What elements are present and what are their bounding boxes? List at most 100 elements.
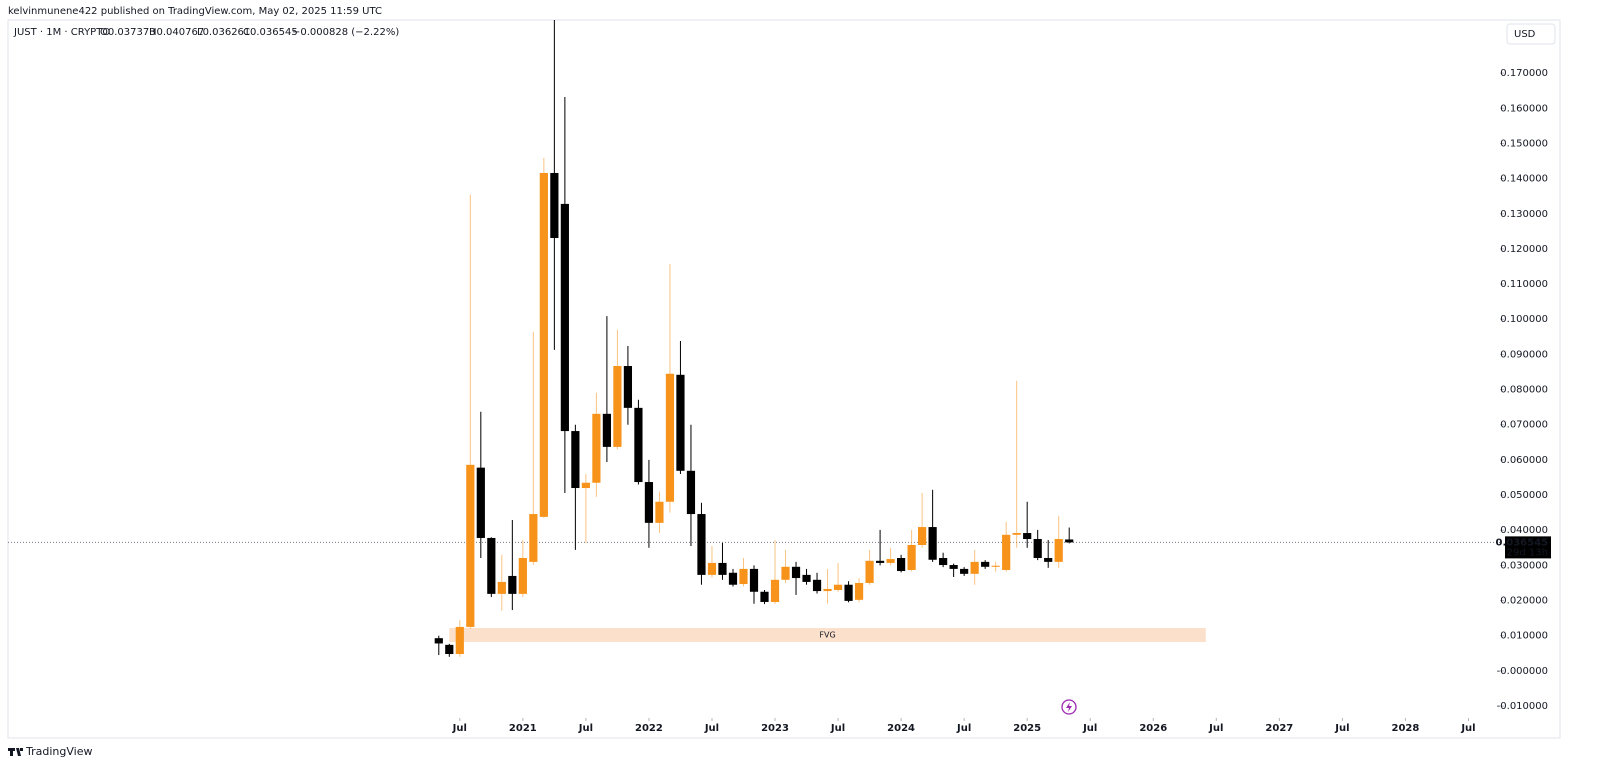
currency-button[interactable]: [1506, 23, 1556, 45]
candle-body: [1002, 534, 1011, 570]
candle-body: [854, 582, 864, 600]
candle-body: [760, 591, 769, 602]
x-tick-label: 2028: [1392, 723, 1420, 734]
candle-body: [749, 568, 759, 592]
candle-body: [781, 566, 790, 580]
candle-body: [865, 560, 874, 583]
x-tick-label: 2021: [509, 723, 537, 734]
x-tick-label: Jul: [704, 723, 719, 734]
candle-body: [434, 638, 443, 644]
y-tick-label: 0.050000: [1500, 490, 1548, 501]
x-tick-label: 2023: [761, 723, 789, 734]
candle-body: [960, 568, 969, 574]
symbol: JUST · 1M · CRYPTO: [13, 27, 110, 38]
candle-body: [476, 467, 485, 538]
candle-body: [875, 560, 885, 563]
x-tick-label: Jul: [956, 723, 971, 734]
candle-body: [907, 544, 916, 570]
candle-body: [613, 366, 622, 447]
x-tick-label: 2026: [1139, 723, 1167, 734]
candle-body: [844, 584, 853, 601]
candle-body: [886, 559, 895, 563]
candle-body: [581, 482, 590, 489]
y-tick-label: 0.110000: [1500, 279, 1548, 290]
y-tick-label: 0.020000: [1500, 596, 1548, 607]
candle-body: [518, 558, 527, 594]
x-tick-label: 2027: [1265, 723, 1293, 734]
candle-body: [466, 464, 475, 627]
legend: JUST · 1M · CRYPTO O0.037373 H0.040767 L…: [13, 27, 399, 38]
brand-name: TradingView: [25, 745, 92, 758]
candle-body: [560, 203, 569, 432]
y-tick-label: 0.010000: [1500, 631, 1548, 642]
candle-body: [550, 172, 559, 239]
y-tick-label: 0.130000: [1500, 209, 1548, 220]
y-tick-label: 0.120000: [1500, 244, 1548, 255]
candle-body: [718, 562, 727, 575]
candle-body: [918, 527, 927, 545]
candle-body: [791, 566, 801, 579]
y-tick-label: 0.030000: [1500, 560, 1548, 571]
ohlc-high: H0.040767: [149, 27, 204, 38]
price-badge-label: 0.036545: [1495, 537, 1548, 548]
ohlc-low: L0.036261: [197, 27, 250, 38]
price-badge: [1505, 536, 1551, 559]
candle-body: [665, 373, 675, 502]
y-tick-label: 0.060000: [1500, 455, 1548, 466]
y-tick-label: 0.080000: [1500, 385, 1548, 396]
currency: USD: [1514, 29, 1536, 40]
candle-body: [686, 470, 696, 515]
x-tick-label: Jul: [1082, 723, 1097, 734]
x-tick-label: Jul: [452, 723, 467, 734]
candle-body: [949, 565, 958, 569]
brand: TradingView: [8, 745, 92, 758]
y-tick-label: -0.010000: [1497, 701, 1548, 712]
candle-body: [487, 537, 496, 594]
candle-body: [445, 644, 454, 655]
candle-body: [833, 584, 843, 591]
candle-body: [592, 413, 601, 483]
y-tick-label: 0.170000: [1500, 68, 1548, 79]
candle-body: [812, 579, 822, 592]
candle-body: [634, 407, 643, 483]
candle-body: [939, 558, 948, 566]
x-tick-label: 2022: [635, 723, 663, 734]
price-countdown: 29d 13h: [1507, 547, 1548, 558]
candle-body: [739, 568, 748, 585]
candle-body: [697, 514, 706, 575]
ohlc-open: O0.037373: [100, 27, 156, 38]
x-tick-label: Jul: [1334, 723, 1349, 734]
candle-body: [1012, 533, 1021, 535]
candle-body: [897, 558, 906, 572]
change: −0.000828 (−2.22%): [292, 27, 399, 38]
candle-body: [928, 527, 937, 560]
candle-body: [676, 374, 685, 471]
ohlc-close: C0.036545: [243, 27, 298, 38]
publisher-line: kelvinmunene422 published on TradingView…: [8, 6, 382, 17]
y-tick-label: 0.150000: [1500, 138, 1548, 149]
candle-body: [455, 626, 464, 655]
y-tick-label: 0.100000: [1500, 314, 1548, 325]
candle-body: [539, 172, 548, 517]
y-tick-label: -0.000000: [1497, 666, 1548, 677]
y-tick-label: 0.140000: [1500, 174, 1548, 185]
y-tick-label: 0.070000: [1500, 420, 1548, 431]
fvg-zone: [449, 627, 1206, 643]
candle-body: [823, 588, 832, 592]
x-tick-label: Jul: [1208, 723, 1223, 734]
x-tick-label: Jul: [578, 723, 593, 734]
x-tick-label: Jul: [830, 723, 845, 734]
y-tick-label: 0.090000: [1500, 349, 1548, 360]
candle-body: [991, 565, 1000, 567]
candle-body: [1023, 533, 1032, 540]
candle-body: [1044, 558, 1053, 562]
candle-body: [655, 501, 664, 523]
chart-frame: [7, 19, 1561, 739]
candle-body: [1033, 539, 1042, 559]
y-tick-label: 0.160000: [1500, 103, 1548, 114]
x-tick-label: 2024: [887, 723, 915, 734]
candle-body: [623, 366, 633, 408]
candle-body: [707, 562, 717, 575]
candle-body: [728, 572, 738, 585]
lightning-icon[interactable]: [1061, 699, 1077, 715]
